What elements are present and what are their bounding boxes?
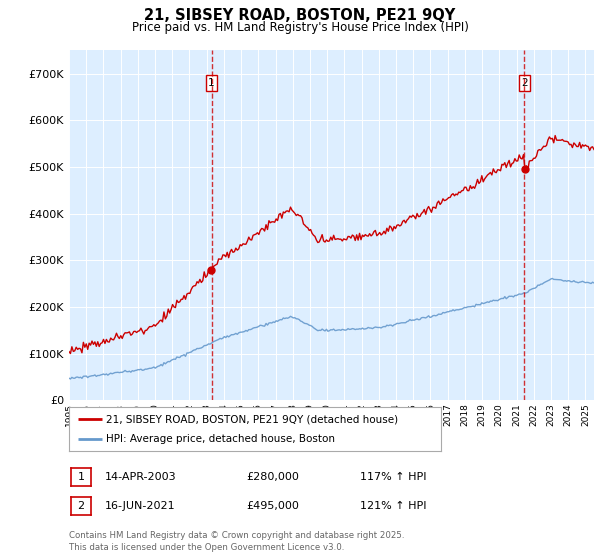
Text: 16-JUN-2021: 16-JUN-2021 — [105, 501, 176, 511]
Text: 2: 2 — [77, 501, 85, 511]
Text: Price paid vs. HM Land Registry's House Price Index (HPI): Price paid vs. HM Land Registry's House … — [131, 21, 469, 34]
Text: 14-APR-2003: 14-APR-2003 — [105, 472, 176, 482]
Text: £495,000: £495,000 — [246, 501, 299, 511]
Text: £280,000: £280,000 — [246, 472, 299, 482]
Text: 117% ↑ HPI: 117% ↑ HPI — [360, 472, 427, 482]
Text: HPI: Average price, detached house, Boston: HPI: Average price, detached house, Bost… — [106, 435, 335, 445]
Text: 21, SIBSEY ROAD, BOSTON, PE21 9QY (detached house): 21, SIBSEY ROAD, BOSTON, PE21 9QY (detac… — [106, 414, 398, 424]
Text: 21, SIBSEY ROAD, BOSTON, PE21 9QY: 21, SIBSEY ROAD, BOSTON, PE21 9QY — [145, 8, 455, 24]
Text: 1: 1 — [208, 78, 215, 88]
Text: 121% ↑ HPI: 121% ↑ HPI — [360, 501, 427, 511]
Text: 2: 2 — [521, 78, 528, 88]
Text: 1: 1 — [77, 472, 85, 482]
Text: Contains HM Land Registry data © Crown copyright and database right 2025.
This d: Contains HM Land Registry data © Crown c… — [69, 531, 404, 552]
